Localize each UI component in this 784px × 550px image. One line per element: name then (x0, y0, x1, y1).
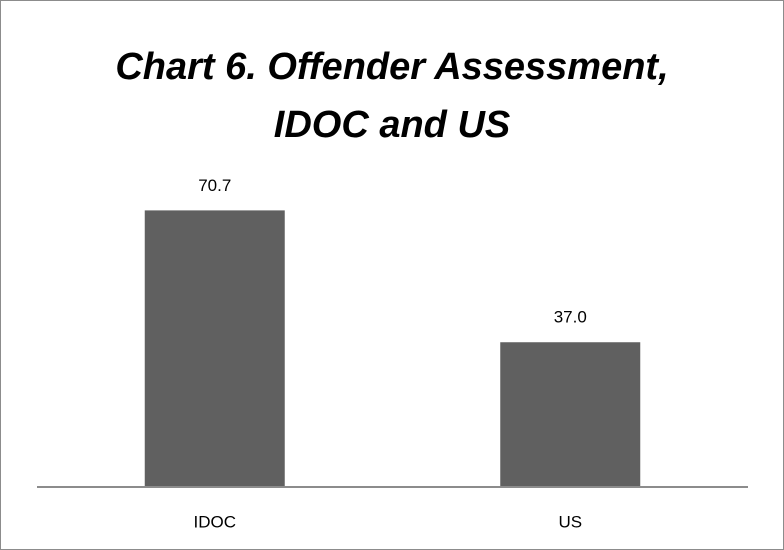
data-label: 70.7 (198, 176, 231, 195)
x-tick-label: US (558, 512, 582, 531)
bar (500, 342, 641, 487)
x-tick-label: IDOC (194, 512, 237, 531)
data-label: 37.0 (554, 308, 587, 327)
bar (144, 210, 285, 488)
chart-title: Chart 6. Offender Assessment, IDOC and U… (115, 46, 669, 146)
